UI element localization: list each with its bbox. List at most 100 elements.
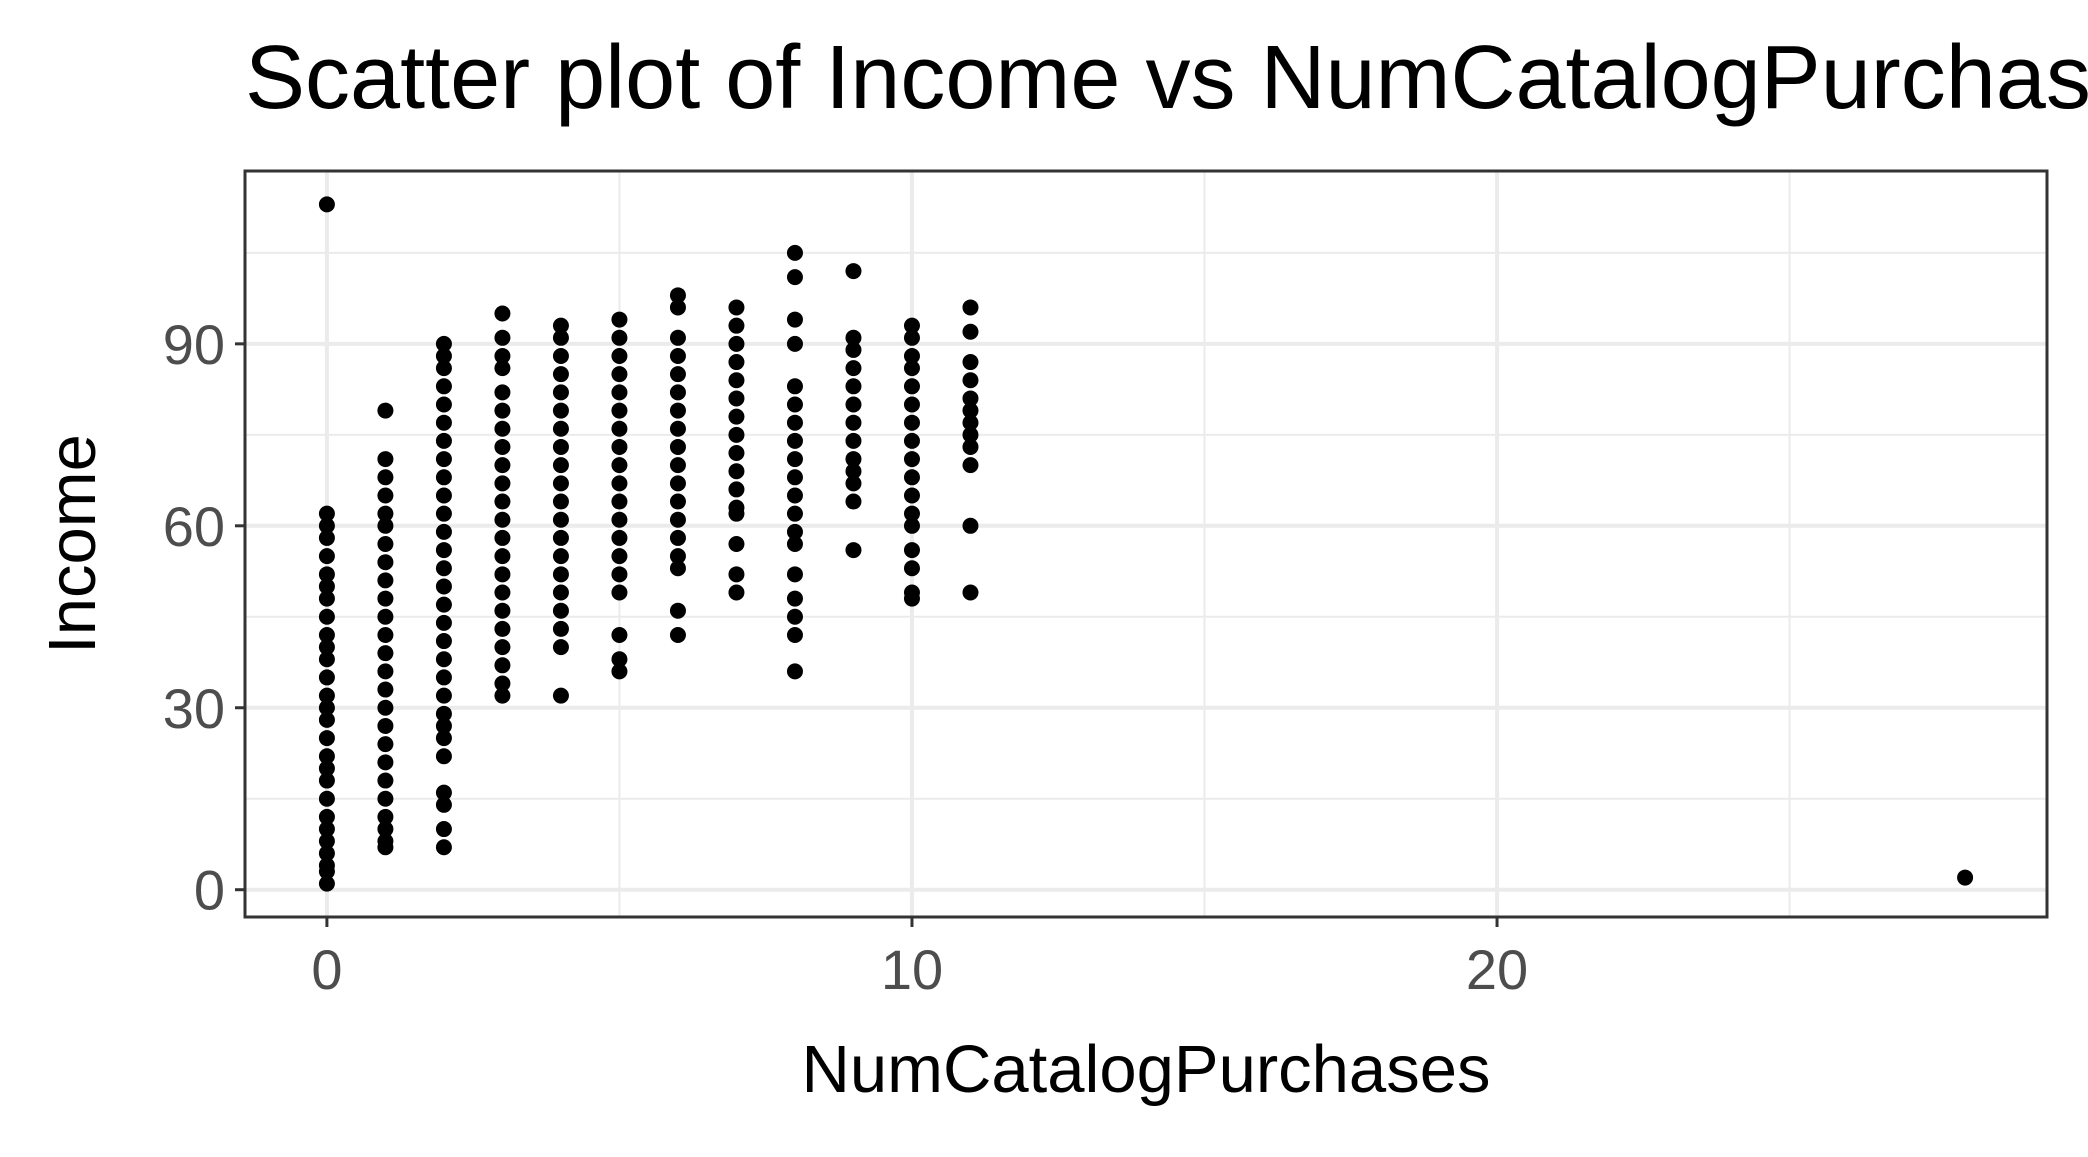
data-point	[962, 390, 979, 407]
data-point	[786, 378, 803, 395]
data-point	[845, 360, 862, 377]
data-point	[318, 517, 335, 534]
data-point	[318, 566, 335, 583]
data-point	[962, 517, 979, 534]
data-point	[903, 487, 920, 504]
data-point	[435, 469, 452, 486]
data-point	[611, 584, 628, 601]
data-point	[728, 463, 745, 480]
data-point	[1957, 869, 1974, 886]
data-point	[611, 420, 628, 437]
data-point	[494, 384, 511, 401]
data-point	[786, 311, 803, 328]
data-point	[669, 402, 686, 419]
data-point	[318, 863, 335, 880]
data-point	[669, 287, 686, 304]
data-point	[552, 687, 569, 704]
data-point	[728, 536, 745, 552]
data-point	[611, 384, 628, 401]
data-point	[903, 347, 920, 364]
data-point	[611, 493, 628, 510]
data-point	[903, 542, 920, 559]
data-point	[728, 299, 745, 316]
data-point	[728, 505, 745, 522]
data-point	[786, 335, 803, 352]
data-point	[728, 317, 745, 334]
data-point	[435, 669, 452, 686]
data-point	[552, 329, 569, 346]
data-point	[552, 420, 569, 437]
data-point	[318, 808, 335, 825]
data-point	[435, 784, 452, 801]
data-point	[552, 317, 569, 334]
data-point	[318, 578, 335, 595]
data-point	[611, 663, 628, 680]
data-point	[435, 821, 452, 838]
data-point	[845, 378, 862, 395]
data-point	[786, 432, 803, 449]
data-point	[903, 414, 920, 431]
data-point	[494, 457, 511, 474]
data-point	[435, 687, 452, 704]
data-point	[552, 639, 569, 656]
points	[318, 196, 1974, 892]
data-point	[903, 560, 920, 577]
data-point	[845, 414, 862, 431]
data-point	[552, 620, 569, 637]
data-point	[494, 305, 511, 322]
data-point	[377, 626, 394, 643]
data-point	[377, 772, 394, 789]
data-point	[494, 360, 511, 377]
data-point	[669, 529, 686, 546]
data-point	[845, 475, 862, 492]
data-point	[377, 736, 394, 753]
data-point	[318, 548, 335, 565]
data-point	[962, 354, 979, 371]
data-point	[903, 378, 920, 395]
data-point	[494, 620, 511, 637]
data-point	[318, 687, 335, 704]
data-point	[435, 378, 452, 395]
data-point	[377, 487, 394, 504]
data-point	[318, 833, 335, 850]
data-point	[494, 493, 511, 510]
data-point	[611, 626, 628, 643]
data-point	[377, 517, 394, 534]
data-point	[786, 523, 803, 540]
data-point	[494, 639, 511, 656]
data-point	[845, 493, 862, 510]
data-point	[845, 329, 862, 346]
y-tick-label: 90	[163, 313, 225, 376]
data-point	[962, 323, 979, 340]
data-point	[494, 675, 511, 692]
data-point	[377, 590, 394, 607]
data-point	[845, 341, 862, 358]
data-point	[318, 821, 335, 838]
data-point	[494, 584, 511, 601]
data-point	[318, 845, 335, 862]
data-point	[377, 699, 394, 716]
data-point	[669, 493, 686, 510]
data-point	[903, 360, 920, 377]
y-tick-label: 30	[163, 677, 225, 740]
data-point	[552, 548, 569, 565]
data-point	[552, 493, 569, 510]
data-point	[318, 608, 335, 625]
data-point	[494, 548, 511, 565]
data-point	[786, 663, 803, 680]
data-point	[494, 529, 511, 546]
data-point	[435, 414, 452, 431]
data-point	[318, 669, 335, 686]
data-point	[435, 633, 452, 650]
data-point	[669, 438, 686, 455]
data-point	[669, 602, 686, 619]
data-point	[552, 457, 569, 474]
data-point	[669, 548, 686, 565]
data-point	[786, 396, 803, 413]
data-point	[377, 839, 394, 856]
data-point	[494, 475, 511, 492]
x-tick-label: 0	[311, 938, 342, 1001]
data-point	[318, 626, 335, 643]
data-point	[611, 457, 628, 474]
data-point	[377, 808, 394, 825]
